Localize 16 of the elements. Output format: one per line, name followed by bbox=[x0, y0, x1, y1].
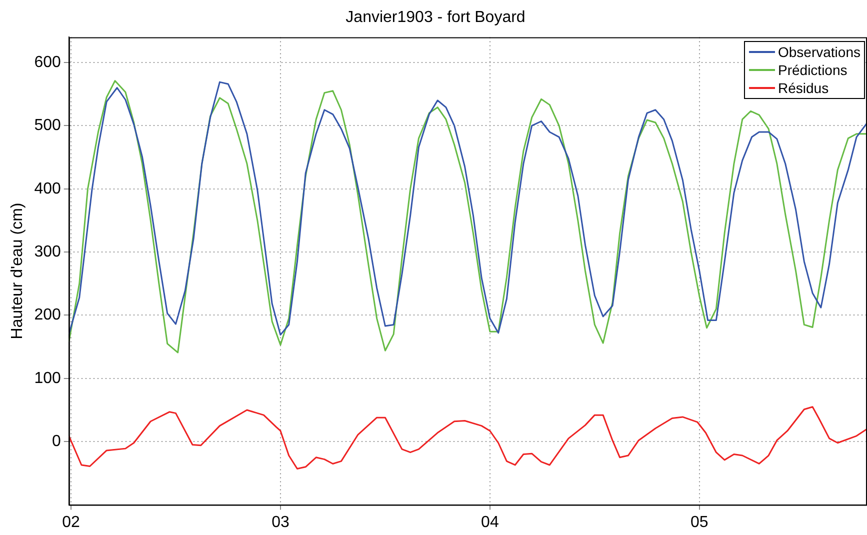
y-tick-label: 500 bbox=[34, 117, 61, 134]
y-tick-label: 0 bbox=[52, 433, 61, 450]
legend-label: Prédictions bbox=[778, 61, 848, 80]
y-tick-label: 200 bbox=[34, 306, 61, 324]
x-tick-label: 03 bbox=[272, 514, 290, 531]
y-tick-label: 100 bbox=[34, 370, 61, 387]
legend-label: Observations bbox=[778, 43, 860, 62]
chart-title: Janvier1903 - fort Boyard bbox=[346, 9, 526, 26]
x-tick-label: 02 bbox=[62, 514, 80, 531]
x-tick-label: 04 bbox=[481, 514, 499, 531]
y-tick-label: 400 bbox=[34, 180, 61, 198]
y-tick-label: 600 bbox=[34, 54, 61, 71]
y-tick-label: 300 bbox=[34, 243, 61, 260]
legend-label: Résidus bbox=[778, 79, 829, 98]
y-axis-title: Hauteur d'eau (cm) bbox=[9, 202, 26, 340]
x-tick-label: 05 bbox=[690, 514, 708, 531]
